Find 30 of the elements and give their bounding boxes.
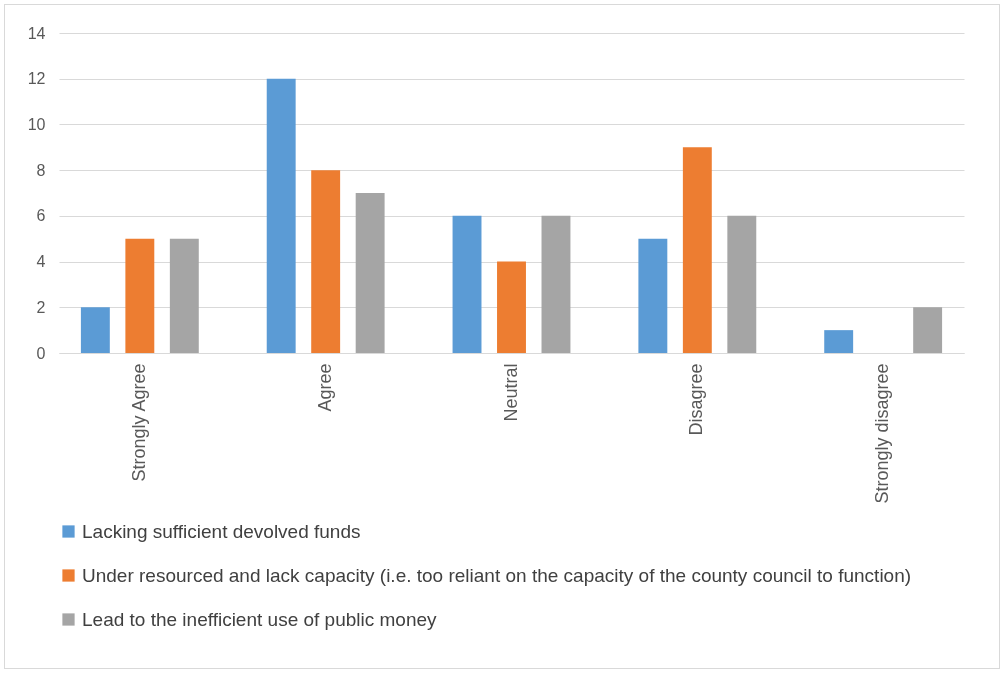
- bar: [497, 261, 526, 353]
- y-tick-label: 10: [27, 115, 46, 133]
- x-tick-label: Neutral: [500, 363, 521, 422]
- y-tick-label: 2: [36, 298, 46, 316]
- bar: [125, 238, 155, 353]
- legend-label: Under resourced and lack capacity (i.e. too reliant on the capacity of the county council to function): [82, 564, 912, 586]
- x-tick-label: Strongly Agree: [128, 363, 149, 482]
- legend-label: Lacking sufficient devolved funds: [82, 520, 361, 542]
- bar: [452, 215, 482, 353]
- y-tick-label: 14: [27, 24, 46, 42]
- y-tick-label: 6: [36, 207, 46, 225]
- bar: [311, 170, 341, 353]
- bar: [913, 307, 943, 353]
- y-tick-label: 4: [36, 253, 46, 271]
- y-tick-label: 8: [36, 161, 46, 179]
- bar: [169, 238, 199, 353]
- x-tick-label: Agree: [314, 363, 335, 412]
- y-tick-label: 0: [36, 344, 46, 362]
- x-tick-label: Disagree: [686, 363, 707, 436]
- bar: [638, 238, 668, 353]
- bar: [355, 193, 385, 353]
- bar: [727, 215, 757, 353]
- bar: [266, 78, 296, 353]
- y-tick-label: 12: [27, 70, 46, 88]
- bar: [682, 147, 712, 353]
- legend-label: Lead to the inefficient use of public money: [82, 608, 438, 630]
- bar: [541, 215, 571, 353]
- bar: [824, 330, 854, 353]
- bar: [80, 307, 110, 353]
- x-tick-label: Strongly disagree: [872, 363, 893, 504]
